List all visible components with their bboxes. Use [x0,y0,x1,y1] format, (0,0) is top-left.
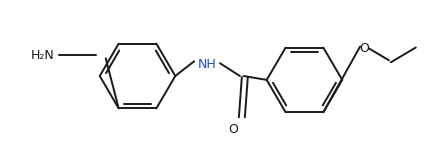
Text: O: O [228,123,238,136]
Text: NH: NH [198,58,217,71]
Text: O: O [359,42,369,55]
Text: H₂N: H₂N [31,49,55,62]
